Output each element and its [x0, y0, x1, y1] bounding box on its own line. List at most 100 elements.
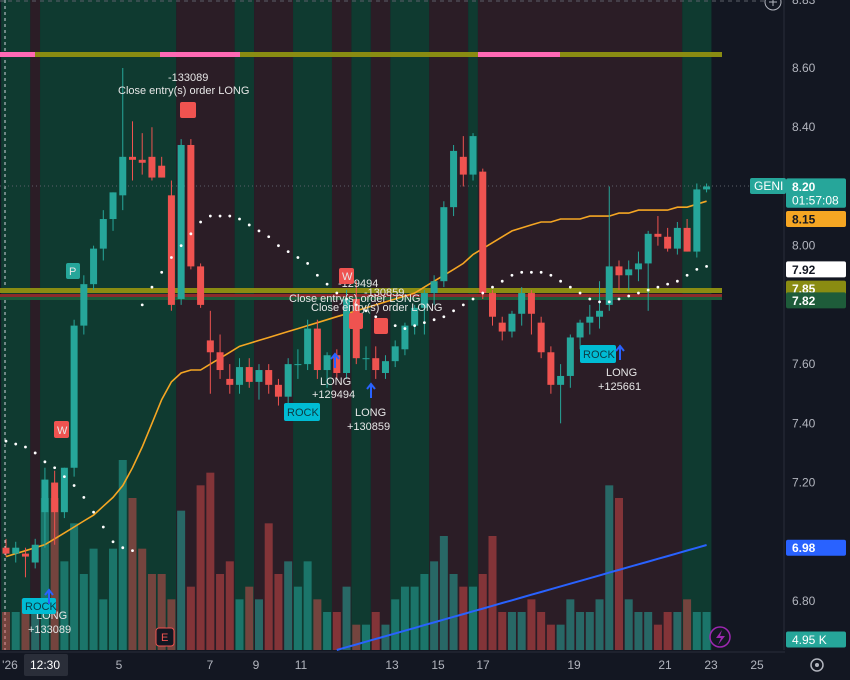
- candle: [459, 136, 467, 187]
- candle-body: [158, 165, 166, 178]
- rock-label: ROCK: [25, 601, 57, 613]
- volume-bar: [449, 574, 458, 650]
- candle-body: [615, 266, 623, 276]
- p-marker: P: [66, 263, 80, 279]
- volume-bar: [40, 498, 49, 650]
- candle: [197, 263, 205, 308]
- volume-bar: [371, 612, 380, 650]
- price-badge-bg: [786, 211, 846, 227]
- candle-body: [60, 467, 68, 513]
- sar-dot: [257, 229, 261, 233]
- sar-dot: [520, 270, 524, 274]
- price-badge: 4.95 K: [786, 631, 846, 648]
- candle-body: [99, 219, 107, 249]
- candle: [381, 355, 389, 379]
- volume-bar: [692, 612, 701, 650]
- sar-dot: [578, 291, 582, 295]
- sar-dot: [43, 460, 47, 464]
- sar-dot: [637, 291, 640, 295]
- candle: [605, 186, 613, 311]
- sar-dot: [374, 315, 378, 319]
- candle: [537, 316, 545, 359]
- candle-body: [557, 375, 565, 385]
- time-axis[interactable]: 12:30: [0, 651, 850, 680]
- candle: [420, 290, 428, 335]
- sar-dot: [72, 484, 76, 487]
- candle-body: [90, 248, 98, 285]
- crosshair-time-label: 12:30: [30, 658, 60, 672]
- volume-bar: [177, 510, 186, 650]
- sar-dot: [685, 273, 689, 277]
- candle: [70, 319, 78, 477]
- candle: [596, 281, 604, 329]
- time-tick-label: 11: [295, 658, 308, 672]
- volume-bar: [702, 612, 711, 650]
- volume-bar: [235, 599, 244, 650]
- sar-dot: [666, 282, 670, 286]
- zoom-plus-icon[interactable]: [764, 0, 782, 11]
- sar-dot: [481, 291, 485, 295]
- candle-body: [381, 361, 389, 373]
- volume-bar: [576, 612, 585, 650]
- candle: [236, 358, 244, 394]
- candle: [450, 144, 458, 217]
- candle: [12, 541, 20, 563]
- price-badge-label: 8.20: [792, 180, 816, 194]
- price-tick-label: 6.80: [792, 594, 816, 608]
- candles: [2, 68, 711, 578]
- sar-dot: [238, 217, 241, 221]
- candle: [372, 346, 380, 379]
- candle-body: [537, 322, 545, 353]
- candle-body: [2, 547, 10, 554]
- volume-bar: [566, 599, 575, 650]
- candle: [508, 310, 516, 338]
- price-badge-bg: [786, 178, 846, 195]
- rock-label: ROCK: [287, 407, 319, 419]
- sar-dot: [14, 442, 18, 446]
- volume-bar: [381, 624, 390, 650]
- candle-body: [41, 479, 49, 513]
- volume-bar: [469, 586, 478, 650]
- top-pink-segment: [0, 52, 35, 57]
- close-qty-mid-b: -130859: [364, 287, 404, 299]
- candle-body: [323, 355, 331, 371]
- sar-dot: [705, 264, 708, 268]
- candle: [304, 319, 312, 371]
- w-marker-mid: W: [339, 268, 354, 284]
- candle: [216, 334, 224, 379]
- volume-bar: [60, 561, 69, 650]
- price-badge: 8.15: [786, 211, 846, 227]
- settings-gear-icon[interactable]: [810, 658, 824, 672]
- volume-bar: [517, 612, 526, 650]
- candle: [284, 358, 292, 406]
- volume-bar: [206, 472, 215, 650]
- volume-bar: [410, 586, 419, 650]
- candle-body: [128, 156, 136, 160]
- sar-dot: [218, 214, 222, 218]
- candle: [644, 230, 652, 311]
- blue-moving-average: [336, 544, 707, 651]
- sar-dot: [627, 294, 631, 298]
- crosshair-time-highlight: [24, 654, 68, 676]
- candle: [158, 156, 166, 178]
- candle-body: [459, 156, 467, 175]
- price-badge-label: 7.92: [792, 263, 816, 277]
- volume-bar: [254, 599, 263, 650]
- lightning-icon[interactable]: [709, 626, 731, 648]
- candle-body: [411, 307, 419, 326]
- price-badge-bg: [786, 539, 846, 556]
- time-tick-label: 7: [207, 658, 214, 672]
- volume-bar: [595, 599, 604, 650]
- candle-body: [294, 364, 302, 366]
- candle: [206, 310, 214, 394]
- candle: [313, 319, 321, 379]
- volume-bar: [556, 624, 565, 650]
- price-axis[interactable]: [783, 0, 850, 680]
- sar-dot: [179, 244, 183, 248]
- entry-arrows: [44, 344, 625, 604]
- sar-dot: [24, 445, 27, 449]
- candle: [547, 346, 555, 394]
- time-tick-label: 25: [750, 658, 764, 672]
- candle-body: [664, 236, 672, 249]
